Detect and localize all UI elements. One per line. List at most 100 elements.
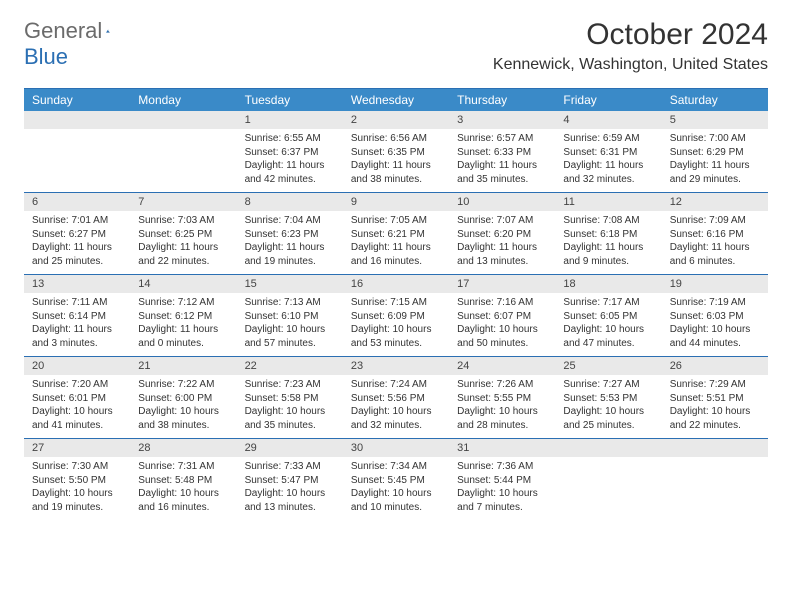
day-number xyxy=(24,111,130,129)
daylight-text: and 22 minutes. xyxy=(670,419,760,433)
daylight-text: Daylight: 10 hours xyxy=(351,323,441,337)
week-row: 20212223242526Sunrise: 7:20 AMSunset: 6:… xyxy=(24,357,768,439)
sunrise-text: Sunrise: 6:57 AM xyxy=(457,132,547,146)
daylight-text: and 57 minutes. xyxy=(245,337,335,351)
daylight-text: and 16 minutes. xyxy=(138,501,228,515)
daylight-text: Daylight: 11 hours xyxy=(351,159,441,173)
daylight-text: Daylight: 10 hours xyxy=(457,487,547,501)
daylight-text: and 47 minutes. xyxy=(563,337,653,351)
day-number: 26 xyxy=(662,357,768,375)
sunrise-text: Sunrise: 7:27 AM xyxy=(563,378,653,392)
sunrise-text: Sunrise: 7:31 AM xyxy=(138,460,228,474)
daylight-text: and 3 minutes. xyxy=(32,337,122,351)
day-number: 25 xyxy=(555,357,661,375)
sunrise-text: Sunrise: 7:19 AM xyxy=(670,296,760,310)
day-number: 30 xyxy=(343,439,449,457)
daylight-text: Daylight: 11 hours xyxy=(32,241,122,255)
sunrise-text: Sunrise: 7:00 AM xyxy=(670,132,760,146)
sunrise-text: Sunrise: 7:11 AM xyxy=(32,296,122,310)
day-number: 9 xyxy=(343,193,449,211)
sunset-text: Sunset: 6:18 PM xyxy=(563,228,653,242)
sunset-text: Sunset: 5:56 PM xyxy=(351,392,441,406)
daylight-text: and 19 minutes. xyxy=(245,255,335,269)
sunrise-text: Sunrise: 7:12 AM xyxy=(138,296,228,310)
header: General October 2024 Kennewick, Washingt… xyxy=(24,18,768,74)
sunset-text: Sunset: 5:50 PM xyxy=(32,474,122,488)
sunset-text: Sunset: 6:09 PM xyxy=(351,310,441,324)
weekday-header: Saturday xyxy=(662,89,768,111)
day-cell: Sunrise: 7:09 AMSunset: 6:16 PMDaylight:… xyxy=(662,211,768,274)
daylight-text: Daylight: 11 hours xyxy=(670,159,760,173)
day-cell: Sunrise: 7:31 AMSunset: 5:48 PMDaylight:… xyxy=(130,457,236,520)
day-number: 16 xyxy=(343,275,449,293)
sunrise-text: Sunrise: 7:08 AM xyxy=(563,214,653,228)
day-number: 8 xyxy=(237,193,343,211)
sunset-text: Sunset: 6:25 PM xyxy=(138,228,228,242)
day-number: 22 xyxy=(237,357,343,375)
sunset-text: Sunset: 5:55 PM xyxy=(457,392,547,406)
sunrise-text: Sunrise: 7:34 AM xyxy=(351,460,441,474)
daylight-text: Daylight: 11 hours xyxy=(245,241,335,255)
daylight-text: Daylight: 10 hours xyxy=(351,405,441,419)
daylight-text: and 0 minutes. xyxy=(138,337,228,351)
month-title: October 2024 xyxy=(493,18,768,52)
sunset-text: Sunset: 6:10 PM xyxy=(245,310,335,324)
daylight-text: Daylight: 10 hours xyxy=(245,323,335,337)
sunset-text: Sunset: 5:48 PM xyxy=(138,474,228,488)
daylight-text: Daylight: 10 hours xyxy=(351,487,441,501)
weekday-header: Monday xyxy=(130,89,236,111)
brand-logo: General xyxy=(24,18,130,44)
daylight-text: and 29 minutes. xyxy=(670,173,760,187)
weekday-header: Tuesday xyxy=(237,89,343,111)
daynum-strip: 6789101112 xyxy=(24,193,768,211)
daylight-text: and 10 minutes. xyxy=(351,501,441,515)
daylight-text: Daylight: 11 hours xyxy=(32,323,122,337)
daylight-text: Daylight: 11 hours xyxy=(138,241,228,255)
day-number: 24 xyxy=(449,357,555,375)
day-cell xyxy=(130,129,236,192)
day-number: 11 xyxy=(555,193,661,211)
daylight-text: Daylight: 10 hours xyxy=(32,405,122,419)
day-cell xyxy=(555,457,661,520)
day-number: 12 xyxy=(662,193,768,211)
daylight-text: Daylight: 11 hours xyxy=(351,241,441,255)
triangle-icon xyxy=(106,22,110,40)
sunrise-text: Sunrise: 6:55 AM xyxy=(245,132,335,146)
sunrise-text: Sunrise: 7:24 AM xyxy=(351,378,441,392)
day-cell: Sunrise: 7:00 AMSunset: 6:29 PMDaylight:… xyxy=(662,129,768,192)
daylight-text: and 13 minutes. xyxy=(245,501,335,515)
brand-word-2: Blue xyxy=(24,44,68,70)
day-cell: Sunrise: 6:59 AMSunset: 6:31 PMDaylight:… xyxy=(555,129,661,192)
daylight-text: and 22 minutes. xyxy=(138,255,228,269)
sunset-text: Sunset: 6:37 PM xyxy=(245,146,335,160)
day-cell: Sunrise: 6:56 AMSunset: 6:35 PMDaylight:… xyxy=(343,129,449,192)
sunset-text: Sunset: 6:35 PM xyxy=(351,146,441,160)
sunset-text: Sunset: 5:45 PM xyxy=(351,474,441,488)
daylight-text: and 38 minutes. xyxy=(138,419,228,433)
sunrise-text: Sunrise: 7:16 AM xyxy=(457,296,547,310)
sunset-text: Sunset: 6:03 PM xyxy=(670,310,760,324)
day-cell: Sunrise: 7:11 AMSunset: 6:14 PMDaylight:… xyxy=(24,293,130,356)
daylight-text: and 42 minutes. xyxy=(245,173,335,187)
sunrise-text: Sunrise: 7:17 AM xyxy=(563,296,653,310)
day-cell: Sunrise: 7:05 AMSunset: 6:21 PMDaylight:… xyxy=(343,211,449,274)
sunrise-text: Sunrise: 7:22 AM xyxy=(138,378,228,392)
daylight-text: Daylight: 11 hours xyxy=(563,241,653,255)
daylight-text: Daylight: 11 hours xyxy=(563,159,653,173)
daylight-text: and 38 minutes. xyxy=(351,173,441,187)
day-number: 29 xyxy=(237,439,343,457)
day-cell: Sunrise: 7:26 AMSunset: 5:55 PMDaylight:… xyxy=(449,375,555,438)
daylight-text: and 41 minutes. xyxy=(32,419,122,433)
daylight-text: Daylight: 10 hours xyxy=(670,405,760,419)
day-cell: Sunrise: 7:23 AMSunset: 5:58 PMDaylight:… xyxy=(237,375,343,438)
daynum-strip: 20212223242526 xyxy=(24,357,768,375)
daylight-text: Daylight: 10 hours xyxy=(138,487,228,501)
weekday-header: Thursday xyxy=(449,89,555,111)
daylight-text: Daylight: 10 hours xyxy=(670,323,760,337)
day-cell: Sunrise: 7:08 AMSunset: 6:18 PMDaylight:… xyxy=(555,211,661,274)
daylight-text: and 16 minutes. xyxy=(351,255,441,269)
sunrise-text: Sunrise: 7:30 AM xyxy=(32,460,122,474)
daylight-text: Daylight: 11 hours xyxy=(457,241,547,255)
day-cell: Sunrise: 7:07 AMSunset: 6:20 PMDaylight:… xyxy=(449,211,555,274)
sunrise-text: Sunrise: 7:15 AM xyxy=(351,296,441,310)
